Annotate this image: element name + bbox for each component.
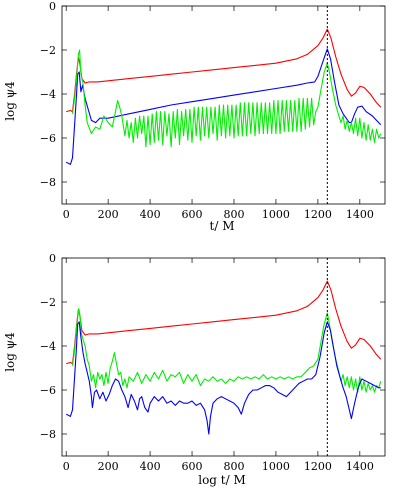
x-tick-label: 800: [223, 460, 244, 473]
bottom-chart-ylabel: log ψ4: [3, 332, 17, 372]
y-tick-label: −2: [40, 44, 56, 57]
y-tick-label: −4: [40, 88, 56, 101]
series-line-0: [66, 28, 382, 113]
plot-frame: [61, 257, 386, 457]
x-tick-label: 600: [182, 208, 203, 221]
bottom-chart-xlabel: log t/ M: [198, 473, 246, 487]
top-chart-panel: log ψ4 t/ M 0 200 400 600 800 1000 1200 1400 0 −2…: [3, 0, 386, 233]
series-line-2: [65, 321, 381, 435]
y-tick-label: 0: [49, 252, 56, 265]
x-tick-label: 600: [182, 460, 203, 473]
x-tick-label: 1400: [346, 460, 374, 473]
y-tick-label: 0: [49, 0, 56, 13]
y-tick-label: −4: [40, 340, 56, 353]
x-tick-label: 200: [98, 460, 119, 473]
top-chart-ylabel: log ψ4: [3, 81, 17, 121]
x-tick-label: 400: [140, 460, 161, 473]
x-tick-label: 1200: [304, 460, 332, 473]
x-tick-label: 1000: [262, 208, 290, 221]
x-tick-label: 400: [140, 208, 161, 221]
x-tick-label: 1400: [346, 208, 374, 221]
y-tick-label: −6: [40, 384, 56, 397]
series-line-1: [71, 308, 382, 393]
x-tick-label: 0: [63, 460, 70, 473]
y-tick-label: −8: [40, 428, 56, 441]
y-tick-label: −8: [40, 176, 56, 189]
y-tick-label: −2: [40, 296, 56, 309]
series-line-2: [71, 49, 382, 148]
x-tick-label: 1200: [304, 208, 332, 221]
top-chart-xlabel: t/ M: [210, 219, 235, 233]
x-tick-label: 800: [223, 208, 244, 221]
x-tick-label: 0: [63, 208, 70, 221]
y-tick-label: −6: [40, 132, 56, 145]
x-tick-label: 1000: [262, 460, 290, 473]
plot-frame: [61, 5, 386, 205]
x-tick-label: 200: [98, 208, 119, 221]
bottom-chart-panel: log ψ4 log t/ M 0 200 400 600 800 1000 1200 140…: [3, 252, 386, 487]
